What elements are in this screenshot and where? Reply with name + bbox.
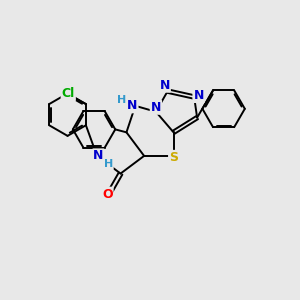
Text: O: O xyxy=(102,188,112,201)
Text: N: N xyxy=(151,101,161,114)
Text: N: N xyxy=(93,149,104,162)
Text: N: N xyxy=(194,89,204,102)
Text: Cl: Cl xyxy=(61,87,75,100)
Text: S: S xyxy=(169,151,178,164)
Text: N: N xyxy=(127,99,137,112)
Text: N: N xyxy=(160,79,170,92)
Text: H: H xyxy=(117,95,127,105)
Text: H: H xyxy=(103,159,113,169)
